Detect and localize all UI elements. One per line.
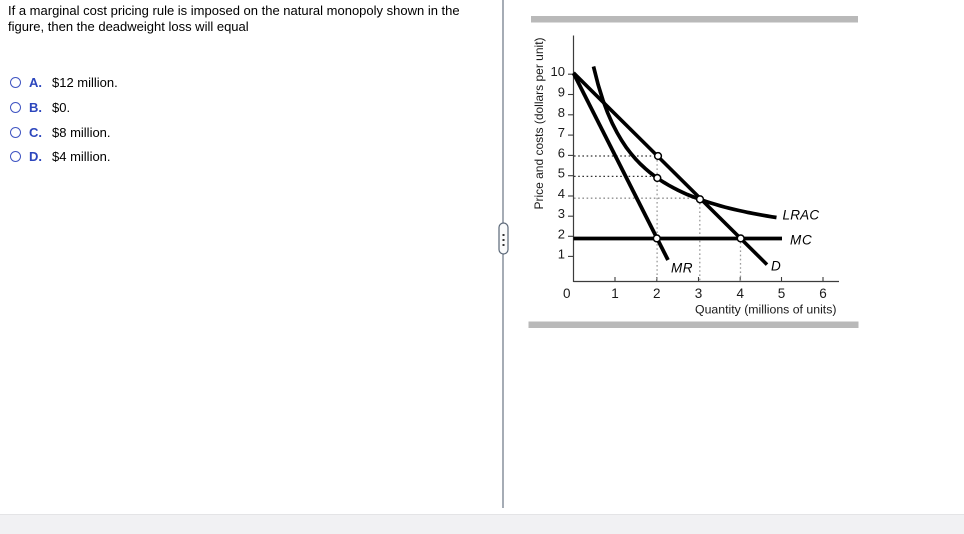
- svg-text:3: 3: [695, 286, 703, 301]
- svg-text:1: 1: [611, 286, 619, 301]
- svg-text:D: D: [771, 259, 781, 274]
- svg-text:LRAC: LRAC: [783, 208, 820, 223]
- svg-text:0: 0: [563, 286, 571, 301]
- svg-text:MC: MC: [790, 233, 813, 248]
- svg-text:9: 9: [558, 85, 565, 100]
- svg-text:Quantity (millions of units): Quantity (millions of units): [695, 303, 836, 317]
- svg-text:2: 2: [558, 226, 565, 241]
- svg-text:4: 4: [736, 286, 744, 301]
- svg-text:5: 5: [558, 166, 565, 181]
- svg-text:MR: MR: [671, 261, 693, 276]
- svg-text:4: 4: [558, 186, 565, 201]
- svg-text:1: 1: [558, 246, 565, 261]
- svg-text:10: 10: [551, 64, 565, 79]
- svg-text:2: 2: [653, 286, 661, 301]
- svg-text:5: 5: [778, 286, 786, 301]
- svg-text:6: 6: [819, 286, 827, 301]
- svg-text:3: 3: [558, 206, 565, 221]
- svg-text:6: 6: [558, 145, 565, 160]
- svg-text:Price and costs (dollars per u: Price and costs (dollars per unit): [532, 37, 546, 209]
- svg-text:7: 7: [558, 125, 565, 140]
- svg-text:8: 8: [558, 105, 565, 120]
